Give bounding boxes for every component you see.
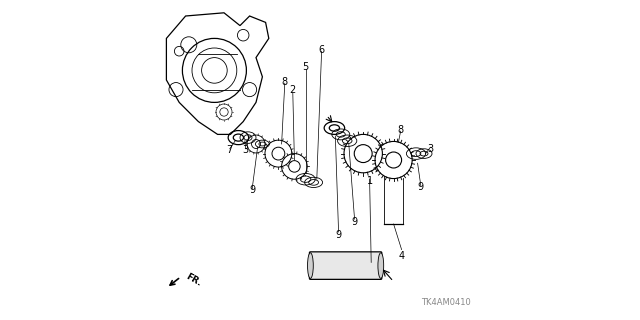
Ellipse shape (307, 253, 314, 278)
Text: 4: 4 (399, 251, 404, 261)
FancyBboxPatch shape (310, 252, 381, 279)
Text: 3: 3 (428, 144, 433, 154)
Text: 7: 7 (227, 145, 233, 156)
Text: 6: 6 (319, 44, 324, 55)
Text: 9: 9 (249, 185, 255, 196)
Text: 9: 9 (335, 230, 342, 240)
Text: 2: 2 (290, 84, 296, 95)
Text: 8: 8 (282, 76, 288, 87)
Text: 3: 3 (243, 145, 249, 156)
Text: 9: 9 (418, 182, 424, 192)
Text: 1: 1 (367, 176, 372, 186)
Text: TK4AM0410: TK4AM0410 (420, 298, 470, 307)
Text: 5: 5 (303, 62, 308, 72)
Ellipse shape (378, 253, 383, 278)
Text: 8: 8 (397, 124, 404, 135)
Text: FR.: FR. (184, 272, 203, 288)
Text: 9: 9 (351, 217, 358, 228)
